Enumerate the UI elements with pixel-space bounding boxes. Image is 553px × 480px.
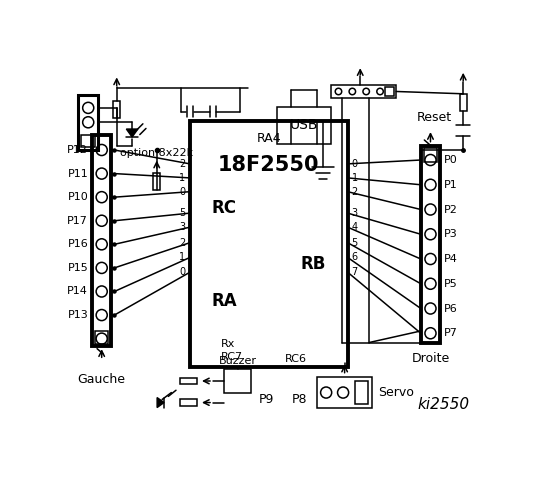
Circle shape bbox=[96, 310, 107, 321]
Circle shape bbox=[96, 215, 107, 226]
Circle shape bbox=[425, 179, 436, 190]
Circle shape bbox=[425, 278, 436, 289]
Bar bbox=[277, 107, 331, 144]
Text: 7: 7 bbox=[352, 267, 358, 277]
Text: Reset: Reset bbox=[417, 111, 452, 124]
Text: 3: 3 bbox=[179, 222, 185, 232]
Text: 1: 1 bbox=[179, 252, 185, 263]
Bar bbox=[331, 85, 396, 97]
Text: 2: 2 bbox=[352, 187, 358, 197]
Circle shape bbox=[425, 204, 436, 215]
Text: P3: P3 bbox=[444, 229, 458, 239]
Bar bbox=[356, 381, 368, 404]
Text: P9: P9 bbox=[259, 393, 274, 406]
Text: P14: P14 bbox=[67, 287, 88, 297]
Text: RC: RC bbox=[211, 199, 237, 217]
Bar bbox=[224, 370, 252, 393]
Text: Servo: Servo bbox=[378, 386, 414, 399]
Text: P8: P8 bbox=[292, 393, 307, 406]
Bar bbox=[424, 148, 437, 162]
Text: P1: P1 bbox=[444, 180, 458, 190]
Circle shape bbox=[337, 387, 348, 398]
Circle shape bbox=[82, 117, 94, 128]
Text: 5: 5 bbox=[179, 208, 185, 218]
Text: 18F2550: 18F2550 bbox=[218, 156, 320, 175]
Circle shape bbox=[363, 88, 369, 95]
Text: RC6: RC6 bbox=[285, 354, 306, 364]
Text: P17: P17 bbox=[67, 216, 88, 226]
Text: 0: 0 bbox=[179, 187, 185, 197]
Text: Buzzer: Buzzer bbox=[218, 356, 257, 366]
Text: P10: P10 bbox=[67, 192, 88, 202]
Text: ki2550: ki2550 bbox=[418, 396, 470, 412]
Text: 1: 1 bbox=[352, 173, 358, 183]
Circle shape bbox=[96, 286, 107, 297]
Text: RA4: RA4 bbox=[257, 132, 281, 145]
Text: P13: P13 bbox=[67, 310, 88, 320]
Text: Rx
RC7: Rx RC7 bbox=[221, 338, 243, 362]
Circle shape bbox=[425, 328, 436, 339]
Text: P12: P12 bbox=[67, 145, 88, 155]
Bar bbox=[180, 378, 197, 384]
Text: 0: 0 bbox=[179, 267, 185, 277]
Text: RB: RB bbox=[301, 255, 326, 273]
Text: Gauche: Gauche bbox=[77, 373, 126, 386]
Text: 5: 5 bbox=[352, 238, 358, 248]
Bar bbox=[81, 134, 95, 147]
Circle shape bbox=[321, 387, 332, 398]
Circle shape bbox=[96, 239, 107, 250]
Text: 1: 1 bbox=[179, 173, 185, 183]
Text: P15: P15 bbox=[67, 263, 88, 273]
Text: P11: P11 bbox=[67, 168, 88, 179]
Text: 6: 6 bbox=[352, 252, 358, 263]
Circle shape bbox=[349, 88, 356, 95]
Bar bbox=[95, 331, 108, 344]
Circle shape bbox=[96, 192, 107, 203]
Text: P5: P5 bbox=[444, 279, 458, 289]
Circle shape bbox=[377, 88, 383, 95]
Bar bbox=[421, 146, 440, 343]
Text: 3: 3 bbox=[352, 208, 358, 218]
Circle shape bbox=[96, 333, 107, 344]
Text: P7: P7 bbox=[444, 328, 458, 338]
Circle shape bbox=[425, 303, 436, 314]
Bar bbox=[113, 101, 120, 119]
Text: 0: 0 bbox=[352, 159, 358, 169]
Circle shape bbox=[96, 263, 107, 274]
Text: P0: P0 bbox=[444, 155, 458, 165]
Circle shape bbox=[335, 88, 342, 95]
Bar bbox=[385, 87, 394, 96]
Circle shape bbox=[425, 155, 436, 166]
Bar bbox=[78, 95, 98, 150]
Text: 4: 4 bbox=[352, 222, 358, 232]
Text: P4: P4 bbox=[444, 254, 458, 264]
Polygon shape bbox=[126, 129, 138, 137]
Bar bbox=[180, 399, 197, 406]
Text: USB: USB bbox=[290, 119, 318, 132]
Text: 2: 2 bbox=[179, 159, 185, 169]
Bar bbox=[317, 377, 372, 408]
Text: P6: P6 bbox=[444, 303, 458, 313]
Circle shape bbox=[82, 102, 94, 113]
Text: RA: RA bbox=[211, 292, 237, 310]
Text: P2: P2 bbox=[444, 204, 458, 215]
Text: option 8x22k: option 8x22k bbox=[120, 148, 194, 158]
Bar bbox=[190, 121, 348, 367]
Bar bbox=[153, 173, 160, 190]
Text: Droite: Droite bbox=[411, 352, 450, 365]
Circle shape bbox=[425, 228, 436, 240]
Circle shape bbox=[96, 168, 107, 179]
Bar bbox=[92, 134, 111, 347]
Text: P16: P16 bbox=[67, 240, 88, 249]
Circle shape bbox=[96, 144, 107, 156]
Polygon shape bbox=[157, 397, 164, 408]
Circle shape bbox=[425, 253, 436, 264]
Bar bbox=[460, 94, 467, 111]
Text: 2: 2 bbox=[179, 238, 185, 248]
